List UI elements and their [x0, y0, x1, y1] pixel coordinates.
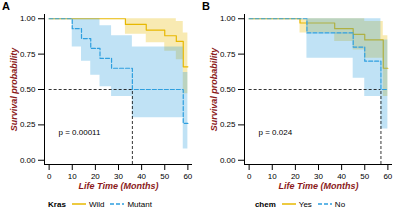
svg-text:0.75: 0.75	[20, 50, 36, 59]
svg-text:60: 60	[383, 172, 392, 181]
svg-text:0.25: 0.25	[220, 120, 236, 129]
svg-text:0.50: 0.50	[220, 85, 236, 94]
html-text:Wild: Wild	[88, 199, 105, 209]
svg-text:20: 20	[290, 172, 300, 182]
svg-text:0: 0	[247, 172, 252, 181]
svg-text:10: 10	[68, 172, 77, 181]
svg-text:60: 60	[183, 172, 192, 181]
svg-text:10: 10	[268, 172, 277, 181]
svg-text:30: 30	[114, 172, 123, 182]
svg-text:0.00: 0.00	[20, 156, 36, 165]
svg-text:50: 50	[160, 172, 169, 181]
svg-text:0.25: 0.25	[20, 120, 36, 129]
html-text:Mutant: Mutant	[127, 199, 152, 209]
svg-text:0.00: 0.00	[220, 156, 236, 165]
html-text:chem: chem	[254, 199, 276, 209]
html-text:No: No	[334, 199, 346, 209]
svg-text:Survival probability: Survival probability	[9, 47, 19, 132]
html-text:Kras: Kras	[48, 199, 66, 209]
svg-text:1.00: 1.00	[220, 14, 236, 23]
svg-text:Survival probability: Survival probability	[209, 47, 219, 132]
svg-text:30: 30	[314, 172, 323, 182]
svg-text:p = 0.00011: p = 0.00011	[59, 128, 101, 137]
svg-text:p = 0.024: p = 0.024	[259, 128, 293, 137]
html-text:B: B	[202, 0, 210, 12]
svg-text:0.75: 0.75	[220, 50, 236, 59]
html-text:A: A	[2, 0, 10, 12]
svg-text:Life Time (Months): Life Time (Months)	[279, 181, 359, 191]
svg-text:50: 50	[360, 172, 369, 181]
svg-text:40: 40	[137, 172, 147, 182]
svg-text:40: 40	[337, 172, 347, 182]
html-text:Yes: Yes	[298, 199, 312, 209]
svg-text:20: 20	[90, 172, 100, 182]
svg-text:Life Time (Months): Life Time (Months)	[79, 181, 159, 191]
svg-text:1.00: 1.00	[20, 14, 36, 23]
svg-text:0.50: 0.50	[20, 85, 36, 94]
svg-text:0: 0	[47, 172, 52, 181]
